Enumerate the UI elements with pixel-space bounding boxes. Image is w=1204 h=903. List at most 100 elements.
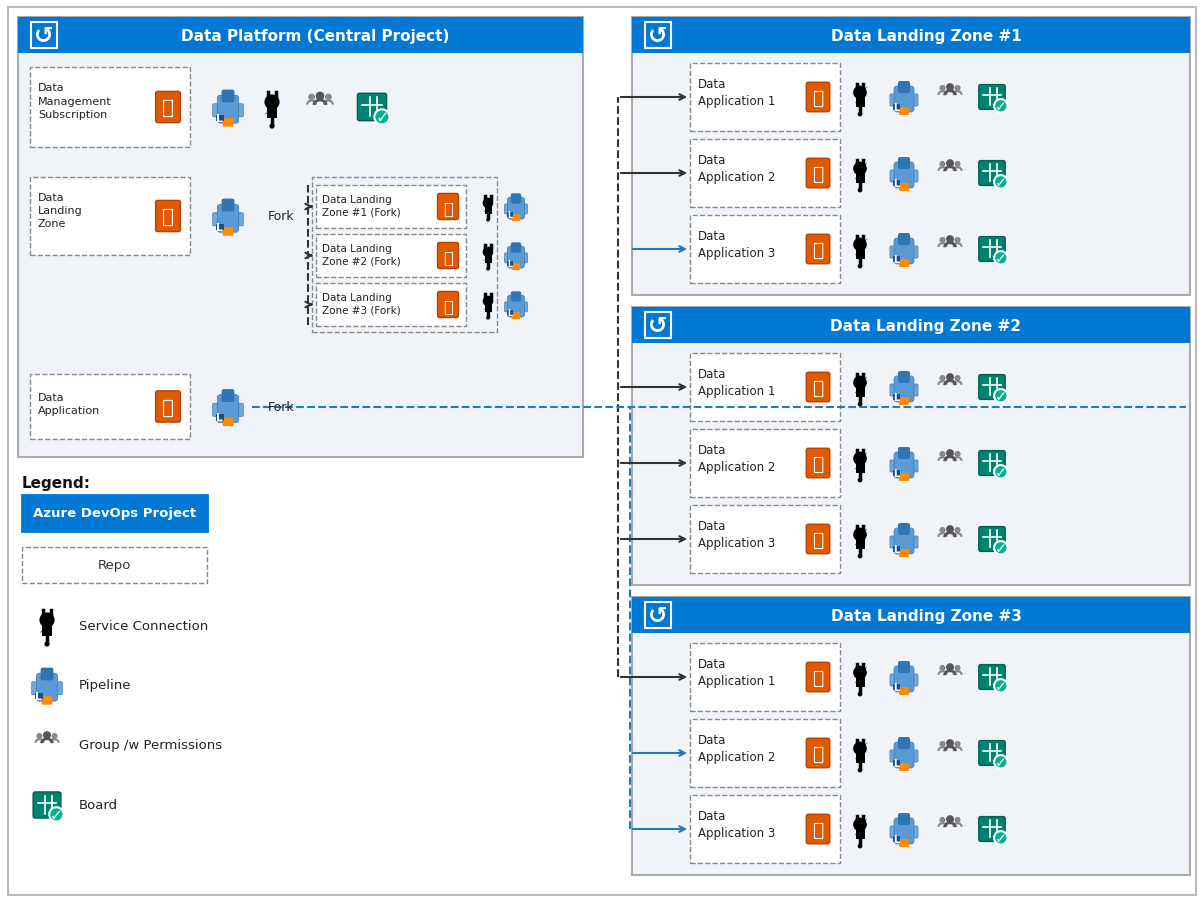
- FancyBboxPatch shape: [898, 661, 910, 674]
- FancyBboxPatch shape: [895, 528, 914, 554]
- Text: Data Landing
Zone #1 (Fork): Data Landing Zone #1 (Fork): [321, 195, 401, 218]
- FancyBboxPatch shape: [223, 418, 234, 427]
- Text: L: L: [217, 114, 223, 124]
- Bar: [856, 826, 864, 839]
- FancyBboxPatch shape: [910, 461, 917, 472]
- FancyBboxPatch shape: [899, 260, 909, 267]
- FancyBboxPatch shape: [437, 293, 459, 318]
- Bar: [856, 536, 864, 549]
- Circle shape: [995, 100, 1008, 114]
- Text: Pipeline: Pipeline: [79, 679, 131, 692]
- FancyBboxPatch shape: [155, 92, 181, 124]
- Text: ↺: ↺: [648, 604, 668, 627]
- Text: ⚡: ⚡: [482, 247, 494, 265]
- Text: Fork: Fork: [268, 401, 295, 414]
- Bar: [690, 430, 840, 498]
- FancyBboxPatch shape: [235, 404, 243, 417]
- Circle shape: [483, 199, 494, 209]
- Bar: [507, 213, 513, 218]
- Text: ⚡: ⚡: [852, 88, 868, 107]
- Circle shape: [857, 479, 862, 483]
- Circle shape: [995, 755, 1008, 768]
- FancyBboxPatch shape: [358, 94, 386, 122]
- Circle shape: [36, 733, 42, 740]
- FancyBboxPatch shape: [504, 303, 512, 312]
- Circle shape: [955, 237, 961, 244]
- Circle shape: [955, 86, 961, 92]
- Text: ⪬: ⪬: [443, 249, 453, 265]
- Text: Board: Board: [79, 798, 118, 812]
- Circle shape: [645, 602, 671, 628]
- Circle shape: [995, 390, 1008, 403]
- Bar: [856, 461, 864, 473]
- Text: ⚡: ⚡: [852, 453, 868, 473]
- Text: Data Landing Zone #2: Data Landing Zone #2: [831, 318, 1021, 333]
- Bar: [632, 18, 1190, 54]
- FancyBboxPatch shape: [222, 200, 235, 212]
- FancyBboxPatch shape: [235, 105, 243, 117]
- Circle shape: [946, 236, 954, 244]
- Circle shape: [43, 731, 51, 740]
- Bar: [30, 178, 190, 256]
- Text: L: L: [893, 103, 899, 113]
- Text: ✓: ✓: [995, 679, 1007, 693]
- Circle shape: [939, 666, 945, 671]
- Circle shape: [946, 450, 954, 458]
- Text: Fork: Fork: [268, 210, 295, 223]
- Text: ⚡: ⚡: [39, 613, 55, 638]
- Bar: [18, 18, 583, 54]
- FancyBboxPatch shape: [979, 816, 1005, 842]
- Circle shape: [854, 238, 867, 252]
- Text: L: L: [217, 413, 223, 423]
- FancyBboxPatch shape: [807, 815, 830, 843]
- Circle shape: [946, 160, 954, 168]
- Text: ⪬: ⪬: [443, 200, 453, 216]
- FancyBboxPatch shape: [512, 264, 520, 271]
- FancyBboxPatch shape: [507, 198, 525, 219]
- Circle shape: [939, 817, 945, 824]
- Circle shape: [265, 96, 279, 110]
- Circle shape: [486, 219, 490, 222]
- Circle shape: [857, 768, 862, 773]
- Circle shape: [49, 807, 64, 822]
- Text: ↺: ↺: [648, 314, 668, 337]
- Circle shape: [939, 376, 945, 382]
- Text: ⪬: ⪬: [163, 398, 175, 417]
- FancyBboxPatch shape: [895, 818, 914, 844]
- Circle shape: [955, 741, 961, 748]
- Bar: [893, 470, 901, 477]
- Bar: [315, 235, 466, 278]
- FancyBboxPatch shape: [504, 254, 512, 264]
- Text: Azure DevOps Project: Azure DevOps Project: [33, 507, 196, 520]
- Text: ⚡: ⚡: [852, 163, 868, 184]
- Bar: [632, 18, 1190, 295]
- FancyBboxPatch shape: [520, 205, 527, 215]
- Circle shape: [946, 740, 954, 748]
- FancyBboxPatch shape: [898, 158, 910, 170]
- FancyBboxPatch shape: [898, 82, 910, 94]
- Bar: [893, 395, 901, 401]
- FancyBboxPatch shape: [235, 214, 243, 227]
- FancyBboxPatch shape: [979, 452, 1005, 476]
- FancyBboxPatch shape: [910, 826, 917, 838]
- Text: ⪬: ⪬: [813, 744, 824, 763]
- FancyBboxPatch shape: [979, 375, 1005, 400]
- Bar: [507, 311, 513, 315]
- Circle shape: [995, 466, 1008, 479]
- FancyBboxPatch shape: [36, 674, 58, 702]
- FancyBboxPatch shape: [807, 83, 830, 113]
- Bar: [632, 598, 1190, 875]
- Bar: [632, 308, 1190, 585]
- Bar: [893, 836, 901, 842]
- Bar: [645, 312, 671, 339]
- Text: ✓: ✓: [995, 99, 1007, 114]
- Text: ⪬: ⪬: [813, 241, 824, 260]
- Circle shape: [854, 163, 867, 176]
- Circle shape: [857, 403, 862, 407]
- FancyBboxPatch shape: [898, 372, 910, 384]
- FancyBboxPatch shape: [504, 205, 512, 215]
- Circle shape: [946, 84, 954, 92]
- FancyBboxPatch shape: [807, 739, 830, 768]
- Bar: [30, 68, 190, 148]
- Bar: [632, 598, 1190, 633]
